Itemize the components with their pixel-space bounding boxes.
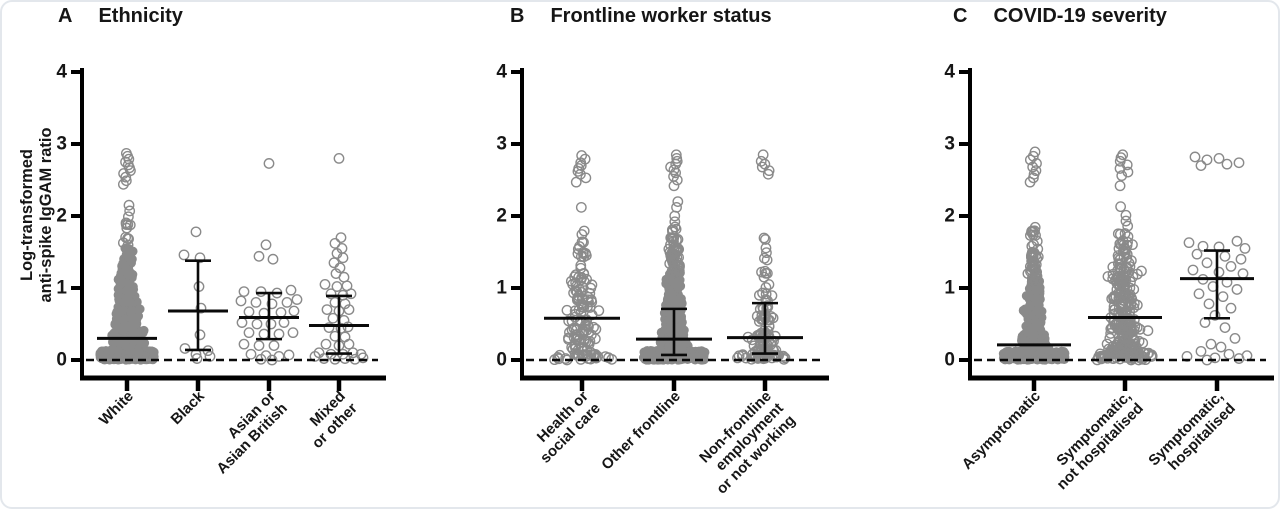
svg-text:0: 0 <box>944 350 955 371</box>
svg-text:0: 0 <box>56 350 67 371</box>
panel-c-title: C COVID-19 severity <box>953 5 1167 28</box>
svg-text:4: 4 <box>944 62 955 83</box>
svg-text:Log-transformedanti-spike IgGA: Log-transformedanti-spike IgGAM ratio <box>18 127 55 302</box>
panel-b-title-text: Frontline worker status <box>550 5 772 27</box>
panel-b-letter: B <box>510 5 525 27</box>
panel-a-title: A Ethnicity <box>58 5 183 28</box>
svg-text:3: 3 <box>496 134 507 155</box>
svg-text:2: 2 <box>944 206 955 227</box>
svg-text:2: 2 <box>56 206 67 227</box>
panel-c-letter: C <box>953 5 968 27</box>
panel-a-title-text: Ethnicity <box>98 5 183 27</box>
svg-text:4: 4 <box>496 62 507 83</box>
panel-c-title-text: COVID-19 severity <box>993 5 1167 27</box>
svg-text:Mixedor other: Mixedor other <box>297 388 361 452</box>
svg-text:Non-frontlineemploymentor not: Non-frontlineemploymentor not working <box>689 388 799 498</box>
svg-text:4: 4 <box>56 62 67 83</box>
panel-b-title: B Frontline worker status <box>510 5 772 28</box>
svg-text:1: 1 <box>56 278 67 299</box>
svg-text:2: 2 <box>496 206 507 227</box>
svg-text:Asian orAsian British: Asian orAsian British <box>201 388 291 478</box>
svg-text:3: 3 <box>56 134 67 155</box>
svg-text:Other frontline: Other frontline <box>598 388 684 474</box>
svg-text:Symptomatic,not hospitalised: Symptomatic,not hospitalised <box>1041 388 1146 493</box>
svg-text:Black: Black <box>168 387 209 428</box>
svg-text:Symptomatic,hospitalised: Symptomatic,hospitalised <box>1145 388 1239 482</box>
svg-text:0: 0 <box>496 350 507 371</box>
panel-a-letter: A <box>58 5 73 27</box>
svg-text:Asymptomatic: Asymptomatic <box>959 388 1044 473</box>
svg-text:1: 1 <box>944 278 955 299</box>
svg-text:3: 3 <box>944 134 955 155</box>
svg-text:White: White <box>96 388 137 429</box>
svg-text:1: 1 <box>496 278 507 299</box>
svg-text:Health orsocial care: Health orsocial care <box>525 388 604 467</box>
